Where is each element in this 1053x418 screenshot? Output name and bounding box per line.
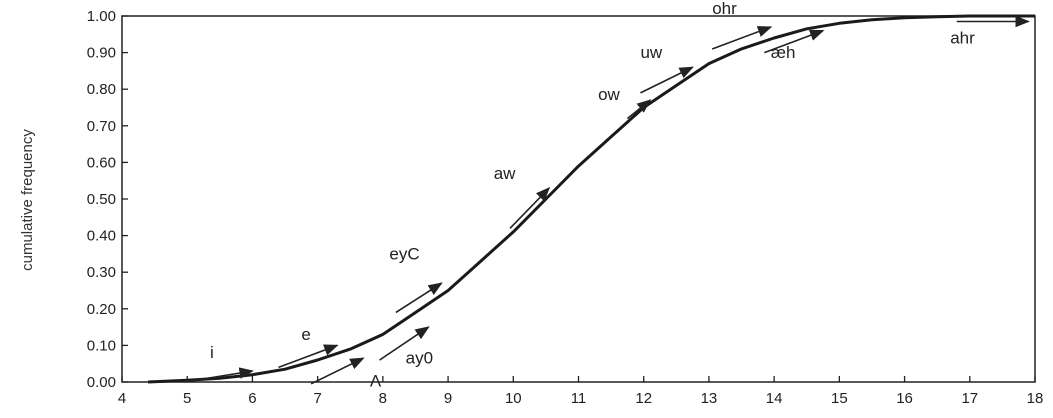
x-tick-label: 13: [701, 390, 718, 407]
annotation-arrow: [395, 282, 443, 314]
annotation-label: ahr: [950, 28, 975, 47]
y-tick-label: 0.40: [87, 228, 116, 245]
y-tick-label: 0.20: [87, 301, 116, 318]
annotation-arrow: [310, 357, 365, 385]
cumulative-frequency-line: [148, 14, 1035, 384]
annotation-arrow: [509, 186, 551, 229]
annotation-label: aw: [494, 164, 516, 183]
y-tick-label: 0.60: [87, 154, 116, 171]
x-axis: 4 5 6 7 8 9 10 11 12 13 14 15 16 17 18: [118, 376, 1044, 407]
x-tick-label: 4: [118, 390, 126, 407]
annotation-label: uw: [640, 43, 662, 62]
x-tick-label: 8: [379, 390, 387, 407]
y-tick-label: 0.10: [87, 337, 116, 354]
x-tick-label: 7: [313, 390, 321, 407]
annotation-arrow: [183, 367, 254, 383]
series-layer: [148, 14, 1035, 384]
y-tick-label: 0.70: [87, 118, 116, 135]
annotation-label: i: [210, 343, 214, 362]
x-tick-label: 12: [635, 390, 652, 407]
y-tick-label: 0.90: [87, 45, 116, 62]
y-tick-label: 0.80: [87, 81, 116, 98]
x-tick-label: 11: [571, 390, 587, 407]
annotation-label: ay0: [406, 349, 433, 368]
y-tick-label: 1.00: [87, 8, 116, 25]
x-tick-label: 14: [766, 390, 783, 407]
y-axis: 0.00 0.10 0.20 0.30 0.40 0.50 0.60 0.70 0.80 0.90…: [87, 8, 128, 391]
annotation-arrow: [626, 99, 652, 120]
plot-frame: [121, 15, 1036, 383]
y-tick-label: 0.30: [87, 264, 116, 281]
annotation-label: ow: [598, 85, 620, 104]
x-tick-label: 6: [248, 390, 256, 407]
x-tick-label: 16: [896, 390, 913, 407]
annotation-arrow: [278, 344, 339, 369]
annotation-label: æh: [771, 43, 796, 62]
x-tick-label: 5: [183, 390, 191, 407]
annotation-arrow: [764, 29, 825, 54]
y-axis-title: cumulative frequency: [19, 129, 36, 271]
x-tick-label: 10: [505, 390, 522, 407]
y-tick-label: 0.50: [87, 191, 116, 208]
y-tick-label: 0.00: [87, 374, 116, 391]
x-tick-label: 17: [961, 390, 978, 407]
x-tick-label: 15: [831, 390, 848, 407]
annotation-arrow: [379, 326, 430, 361]
x-tick-label: 18: [1027, 390, 1044, 407]
annotation-arrow: [640, 66, 694, 94]
annotation-label: e: [301, 325, 310, 344]
annotation-arrow: [711, 26, 773, 50]
annotation-label: eyC: [389, 244, 419, 263]
annotation-label: Λ: [370, 371, 382, 390]
annotation-label: ohr: [712, 0, 737, 18]
x-tick-label: 9: [444, 390, 452, 407]
